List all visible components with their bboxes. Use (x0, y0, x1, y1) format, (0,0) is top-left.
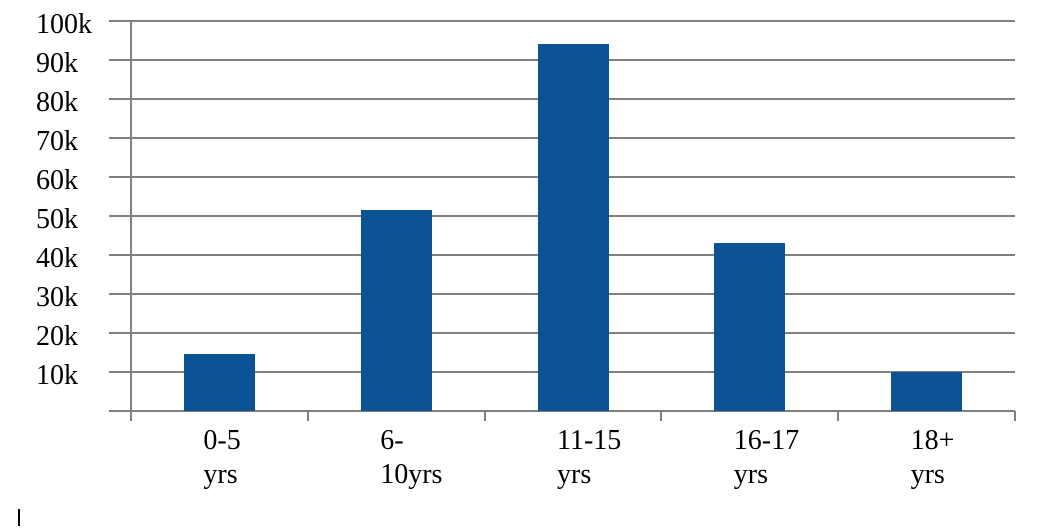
x-axis-line (131, 410, 1015, 412)
y-axis-tick-label: 60k (36, 165, 78, 196)
y-axis-line (130, 21, 132, 421)
bar-18+-yrs (891, 372, 963, 411)
y-axis-tick-mark (109, 410, 131, 412)
y-axis-tick-label: 20k (36, 321, 78, 352)
x-axis-tick-mark (483, 411, 486, 421)
x-axis-category-label: 18+ yrs (911, 424, 955, 492)
y-gridline (131, 20, 1015, 22)
x-axis-category-label-line: 0-5 (203, 425, 241, 456)
y-axis-tick-label: 80k (36, 87, 78, 118)
y-axis-tick-mark (109, 20, 131, 22)
x-axis-category-label-line: 16-17 (733, 425, 800, 456)
y-axis-tick-label: 90k (36, 48, 78, 79)
x-axis-category-label-line: 11-15 (557, 425, 622, 456)
y-axis-tick-mark (109, 332, 131, 334)
y-axis-tick-mark (109, 215, 131, 217)
bar-16-17-yrs (714, 243, 786, 411)
x-axis-category-label-line: yrs (733, 459, 769, 490)
y-axis-tick-label: 10k (36, 360, 78, 391)
bar-6-10yrs (360, 210, 432, 411)
x-axis-tick-mark (660, 411, 663, 421)
x-axis-tick-mark (306, 411, 309, 421)
x-axis-tick-mark (130, 411, 132, 421)
x-axis-category-label-line: yrs (910, 459, 945, 490)
x-axis-tick-mark (837, 411, 840, 421)
y-axis-tick-mark (109, 371, 131, 373)
x-axis-category-label-line: 10yrs (380, 459, 443, 490)
x-axis-category-label: 0-5 yrs (203, 424, 240, 492)
y-axis-tick-label: 100k (36, 9, 92, 40)
x-axis-category-label-line: yrs (203, 459, 238, 490)
x-axis-category-label: 6- 10yrs (380, 424, 442, 492)
y-axis-tick-label: 70k (36, 126, 78, 157)
y-axis-tick-mark (109, 293, 131, 295)
y-axis-tick-mark (109, 59, 131, 61)
text-cursor (18, 509, 20, 526)
y-axis-tick-mark (109, 176, 131, 178)
x-axis-category-label-line: 18+ (910, 425, 955, 456)
y-axis-tick-mark (109, 137, 131, 139)
x-axis-tick-mark (1014, 411, 1016, 421)
bar-11-15-yrs (537, 44, 609, 411)
y-axis-tick-mark (109, 98, 131, 100)
x-axis-category-label: 11-15 yrs (557, 424, 621, 492)
x-axis-category-label: 16-17 yrs (734, 424, 799, 492)
y-axis-tick-label: 40k (36, 243, 78, 274)
y-axis-tick-label: 30k (36, 282, 78, 313)
x-axis-category-label-line: yrs (557, 459, 592, 490)
x-axis-category-label-line: 6- (380, 425, 404, 456)
y-axis-tick-label: 50k (36, 204, 78, 235)
bar-0-5-yrs (183, 354, 255, 411)
y-axis-tick-mark (109, 254, 131, 256)
